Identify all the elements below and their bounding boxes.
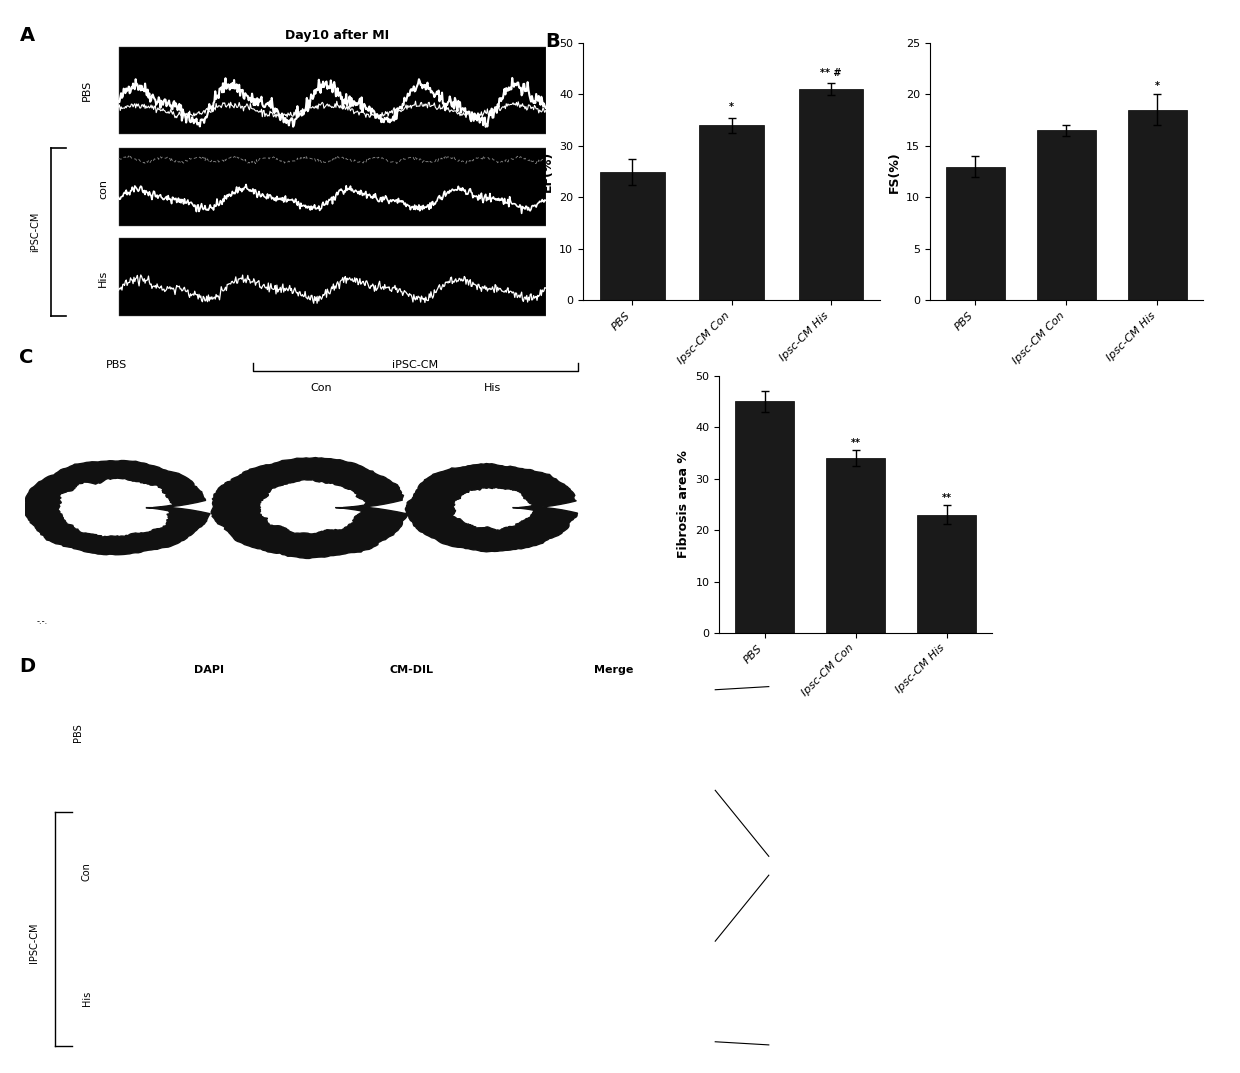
Text: iPSC-CM: iPSC-CM: [393, 359, 439, 370]
Text: con: con: [98, 178, 108, 199]
Bar: [1037, 131, 1096, 300]
Text: Day10 after MI: Day10 after MI: [285, 29, 389, 42]
Text: -.-.: -.-.: [36, 617, 47, 627]
Text: D: D: [19, 658, 35, 676]
Bar: [699, 126, 764, 300]
Y-axis label: Fibrosis area %: Fibrosis area %: [677, 451, 689, 558]
Text: *: *: [729, 102, 734, 113]
Bar: [600, 172, 665, 300]
Polygon shape: [24, 460, 210, 555]
Text: PBS: PBS: [105, 359, 126, 370]
Text: ** #: ** #: [820, 68, 842, 78]
Text: His: His: [484, 383, 501, 393]
FancyBboxPatch shape: [119, 238, 546, 317]
Text: **: **: [851, 438, 861, 447]
Text: IPSC-CM: IPSC-CM: [30, 923, 40, 964]
Bar: [799, 89, 863, 300]
FancyBboxPatch shape: [119, 148, 546, 226]
Text: DAPI: DAPI: [195, 665, 224, 675]
Polygon shape: [211, 457, 408, 558]
Text: C: C: [19, 349, 33, 367]
Text: **: **: [941, 493, 951, 503]
Text: A: A: [20, 27, 35, 45]
Text: His: His: [82, 991, 92, 1006]
Bar: [916, 515, 976, 633]
Text: Con: Con: [310, 383, 332, 393]
Text: *: *: [1154, 82, 1159, 91]
Text: Merge: Merge: [594, 665, 634, 675]
Bar: [1128, 109, 1187, 300]
Text: PBS: PBS: [82, 79, 92, 101]
Y-axis label: FS(%): FS(%): [888, 151, 900, 192]
Bar: [946, 166, 1006, 300]
Bar: [826, 458, 885, 633]
Text: PBS: PBS: [73, 723, 83, 743]
Y-axis label: EF(%): EF(%): [541, 151, 553, 192]
Bar: [735, 401, 795, 633]
Text: iPSC-CM: iPSC-CM: [30, 211, 40, 252]
Text: Con: Con: [82, 863, 92, 881]
Text: B: B: [546, 32, 560, 52]
Text: His: His: [98, 269, 108, 288]
Text: CM-DIL: CM-DIL: [389, 665, 434, 675]
Polygon shape: [405, 464, 578, 552]
FancyBboxPatch shape: [119, 47, 546, 134]
